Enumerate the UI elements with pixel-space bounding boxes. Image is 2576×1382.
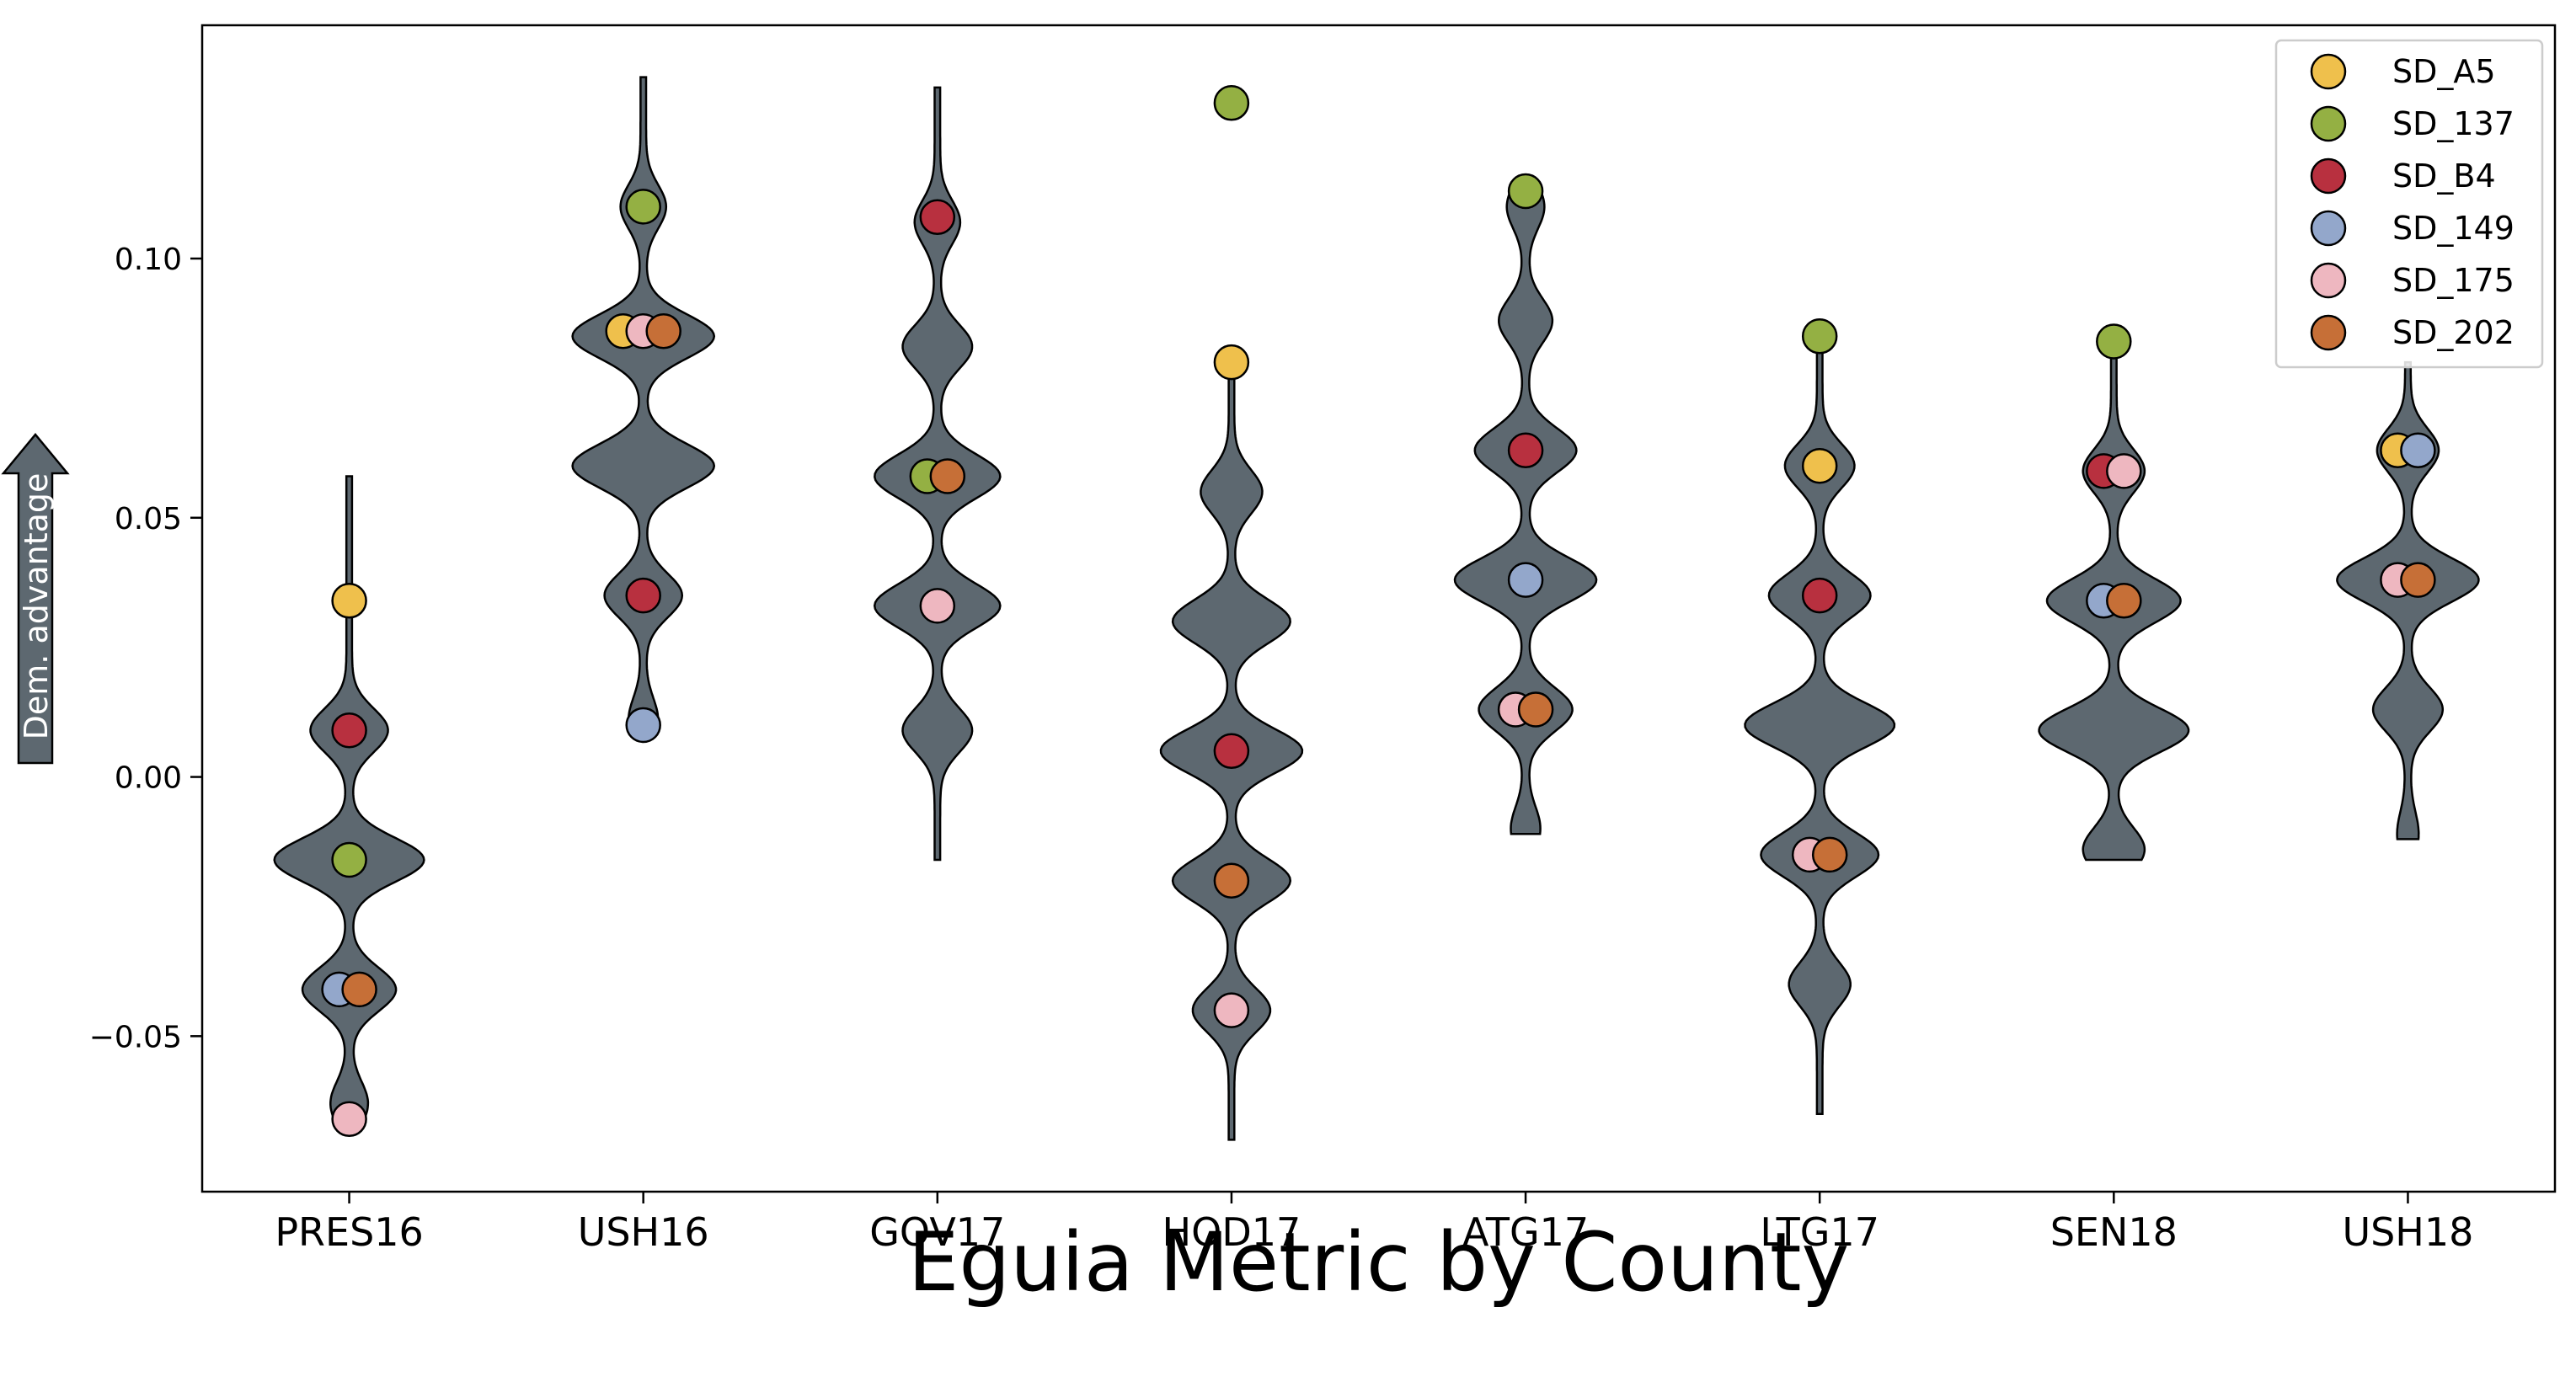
legend-label-sd-b4: SD_B4 (2392, 157, 2496, 195)
point-sd-202-hod17 (1213, 862, 1250, 899)
y-tick-label: 0.05 (115, 502, 182, 536)
x-axis-title: Eguia Metric by County (908, 1215, 1850, 1310)
point-sd-202-ltg17 (1811, 836, 1848, 873)
x-axis: PRES16 USH16 GOV17 HOD17 ATG17 LTG17 SEN18 USH1… (275, 1192, 2473, 1255)
y-tick-label: −0.05 (89, 1020, 182, 1054)
violin-atg17 (1453, 189, 1598, 835)
point-sd-202-gov17 (929, 458, 966, 494)
point-sd-202-sen18 (2106, 583, 2142, 619)
point-sd-137-sen18 (2096, 323, 2132, 360)
y-tick-label: 0.00 (115, 761, 182, 796)
violins-layer (273, 76, 2480, 1141)
point-sd-149-atg17 (1507, 562, 1544, 598)
legend-marker-sd-202 (2310, 314, 2347, 351)
legend-label-sd-175: SD_175 (2392, 262, 2515, 299)
point-sd-a5-pres16 (331, 583, 367, 619)
point-sd-b4-ltg17 (1801, 577, 1838, 614)
point-sd-175-gov17 (919, 588, 956, 624)
x-tick-label-ush16: USH16 (578, 1209, 709, 1255)
point-sd-202-ush16 (645, 312, 681, 350)
violin-pres16 (273, 475, 425, 1131)
legend-marker-sd-a5 (2310, 53, 2347, 90)
legend: SD_A5 SD_137 SD_B4 SD_149 SD_175 SD_202 (2274, 39, 2544, 369)
point-sd-175-pres16 (331, 1101, 367, 1138)
violin-ush16 (571, 76, 716, 727)
point-sd-b4-atg17 (1507, 432, 1544, 469)
x-tick-label-hod17: HOD17 (1162, 1209, 1301, 1255)
violin-ush18 (2336, 360, 2480, 840)
point-sd-202-ush18 (2400, 562, 2436, 598)
x-tick-label-pres16: PRES16 (275, 1209, 424, 1255)
point-sd-b4-hod17 (1213, 733, 1250, 770)
point-sd-175-hod17 (1213, 992, 1250, 1028)
point-sd-149-ush18 (2400, 432, 2436, 469)
legend-label-sd-a5: SD_A5 (2392, 53, 2496, 90)
point-sd-137-atg17 (1507, 173, 1544, 210)
y-axis: −0.05 0.00 0.05 0.10 (89, 243, 202, 1054)
x-tick-label-sen18: SEN18 (2050, 1209, 2178, 1255)
point-sd-b4-gov17 (919, 199, 956, 236)
legend-marker-sd-b4 (2310, 157, 2347, 195)
y-axis-label: Dem. advantage (18, 473, 55, 740)
legend-marker-sd-149 (2310, 210, 2347, 247)
point-sd-137-pres16 (331, 841, 367, 878)
legend-label-sd-137: SD_137 (2392, 105, 2515, 142)
point-sd-137-hod17 (1213, 85, 1250, 121)
x-tick-label-ltg17: LTG17 (1760, 1209, 1879, 1255)
point-sd-b4-pres16 (331, 712, 367, 749)
legend-label-sd-149: SD_149 (2392, 210, 2515, 247)
point-sd-202-atg17 (1517, 691, 1554, 728)
point-sd-137-ush16 (625, 189, 661, 225)
point-sd-a5-ltg17 (1801, 447, 1838, 484)
x-tick-label-gov17: GOV17 (869, 1209, 1005, 1255)
y-tick-label: 0.10 (115, 243, 182, 277)
x-tick-label-atg17: ATG17 (1462, 1209, 1589, 1255)
point-sd-a5-hod17 (1213, 344, 1250, 381)
point-sd-175-sen18 (2106, 453, 2142, 489)
y-axis-label-arrow: Dem. advantage (1, 433, 70, 765)
point-sd-b4-ush16 (625, 577, 661, 614)
point-sd-137-ltg17 (1801, 318, 1838, 355)
point-sd-149-ush16 (625, 707, 661, 744)
point-sd-202-pres16 (341, 971, 377, 1008)
arrow-up-icon (1, 433, 70, 765)
plot-frame (200, 24, 2557, 1193)
violin-ltg17 (1744, 345, 1896, 1115)
x-tick-label-ush18: USH18 (2342, 1209, 2473, 1255)
legend-marker-sd-137 (2310, 105, 2347, 142)
legend-marker-sd-175 (2310, 262, 2347, 299)
legend-label-sd-202: SD_202 (2392, 314, 2515, 351)
points-layer (321, 85, 2436, 1138)
